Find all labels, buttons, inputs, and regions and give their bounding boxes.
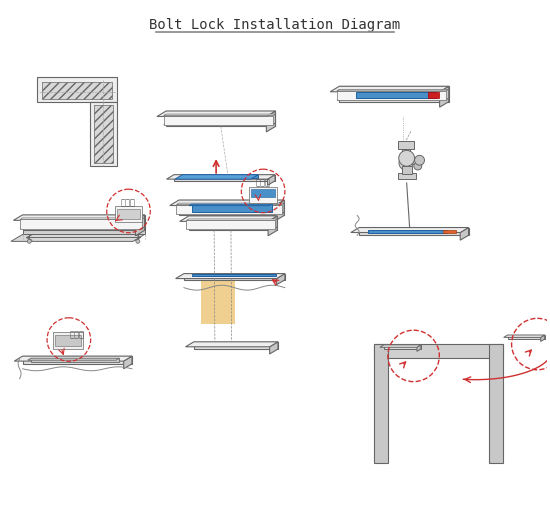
Text: 示意图: 示意图 (256, 179, 271, 187)
Text: Bolt Lock Installation Diagram: Bolt Lock Installation Diagram (150, 18, 400, 31)
Polygon shape (439, 87, 449, 107)
Polygon shape (201, 273, 235, 324)
Polygon shape (277, 273, 285, 285)
Polygon shape (191, 204, 272, 212)
Polygon shape (337, 91, 446, 100)
Bar (53, 332, 82, 350)
Bar (117, 209, 140, 219)
Polygon shape (157, 111, 276, 116)
Circle shape (415, 156, 425, 165)
Bar (374, 344, 503, 358)
Polygon shape (337, 90, 449, 91)
Polygon shape (31, 358, 119, 362)
Bar (374, 344, 388, 463)
Polygon shape (266, 111, 276, 132)
Circle shape (399, 150, 415, 166)
Polygon shape (90, 101, 117, 166)
Polygon shape (359, 228, 469, 235)
Polygon shape (186, 219, 277, 220)
Bar (249, 187, 277, 203)
Polygon shape (28, 358, 119, 360)
Polygon shape (23, 356, 132, 364)
Polygon shape (417, 345, 421, 351)
Polygon shape (124, 356, 132, 369)
Circle shape (399, 156, 413, 170)
Polygon shape (351, 228, 469, 232)
Circle shape (136, 239, 140, 243)
Polygon shape (174, 175, 275, 181)
Polygon shape (189, 216, 277, 230)
Bar (251, 189, 275, 197)
Polygon shape (185, 342, 278, 347)
Polygon shape (192, 273, 277, 276)
Polygon shape (183, 175, 258, 178)
Polygon shape (189, 204, 272, 205)
Polygon shape (170, 200, 284, 205)
Polygon shape (177, 203, 284, 204)
Polygon shape (186, 220, 275, 229)
Bar (398, 173, 416, 179)
Polygon shape (23, 230, 145, 234)
Polygon shape (184, 273, 285, 280)
Polygon shape (20, 227, 145, 229)
Polygon shape (337, 98, 449, 100)
Polygon shape (177, 204, 282, 214)
Polygon shape (330, 87, 449, 92)
Polygon shape (20, 219, 142, 229)
Circle shape (28, 239, 31, 243)
Polygon shape (163, 124, 276, 125)
Polygon shape (356, 92, 436, 98)
Polygon shape (267, 175, 275, 185)
Text: 示意图: 示意图 (121, 199, 136, 208)
Bar (489, 344, 503, 463)
Polygon shape (541, 335, 544, 341)
Polygon shape (94, 105, 113, 163)
Polygon shape (194, 342, 278, 349)
Bar (55, 335, 81, 347)
Polygon shape (167, 175, 275, 179)
Polygon shape (11, 234, 145, 242)
Polygon shape (367, 230, 448, 233)
Polygon shape (384, 345, 421, 349)
Polygon shape (13, 215, 145, 220)
Polygon shape (166, 111, 276, 126)
Polygon shape (380, 345, 421, 347)
Circle shape (414, 162, 422, 170)
Polygon shape (179, 200, 284, 215)
Polygon shape (23, 215, 145, 230)
Polygon shape (460, 228, 469, 240)
Polygon shape (275, 200, 284, 221)
Polygon shape (14, 356, 132, 361)
Polygon shape (163, 115, 273, 125)
Polygon shape (270, 342, 278, 354)
Polygon shape (339, 87, 449, 101)
Polygon shape (20, 218, 145, 219)
Polygon shape (504, 335, 544, 337)
Bar (402, 149, 410, 159)
Polygon shape (443, 230, 456, 233)
Polygon shape (180, 216, 277, 221)
Polygon shape (37, 77, 117, 101)
Bar (402, 166, 411, 174)
Bar (114, 206, 142, 222)
Polygon shape (508, 335, 544, 339)
Text: 示意图: 示意图 (69, 330, 84, 339)
Polygon shape (135, 215, 145, 236)
Polygon shape (163, 114, 276, 115)
Polygon shape (175, 175, 258, 179)
Polygon shape (186, 227, 277, 229)
Bar (398, 141, 414, 149)
Polygon shape (428, 92, 439, 98)
Polygon shape (268, 216, 277, 236)
Polygon shape (42, 82, 112, 99)
Polygon shape (177, 212, 284, 214)
Polygon shape (175, 273, 285, 279)
